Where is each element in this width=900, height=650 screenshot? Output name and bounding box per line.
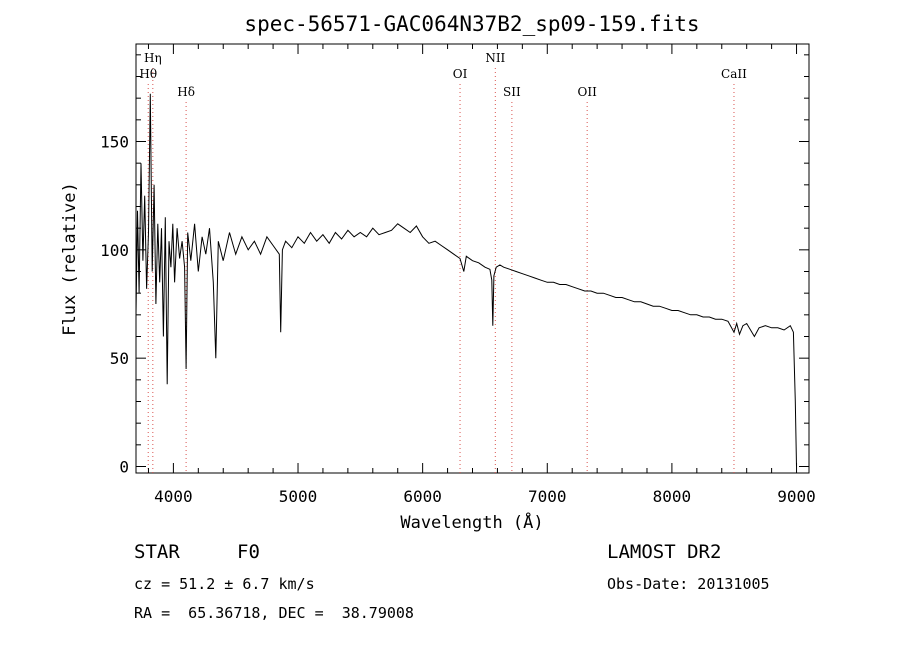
spectral-line-label: OII: [577, 85, 597, 99]
x-tick-label: 8000: [653, 487, 692, 506]
x-tick-label: 5000: [279, 487, 318, 506]
plot-frame: [135, 43, 810, 474]
x-axis-label: Wavelength (Å): [400, 511, 543, 533]
observation-date: Obs-Date: 20131005: [607, 575, 770, 593]
x-tick-label: 4000: [154, 487, 193, 506]
axis-ticks: 4000 5000 6000 7000 8000 9000 0 50 100 150: [100, 44, 816, 506]
spectral-subclass: F0: [237, 541, 260, 563]
coordinates: RA = 65.36718, DEC = 38.79008: [134, 604, 414, 622]
chart-title: spec-56571-GAC064N37B2_sp09-159.fits: [244, 12, 699, 36]
redshift-velocity: cz = 51.2 ± 6.7 km/s: [134, 575, 315, 593]
spectral-line-label: CaII: [721, 67, 747, 81]
spectral-line-label: Hδ: [177, 85, 195, 99]
survey-label: LAMOST DR2: [607, 541, 722, 563]
spectral-line-label: Hη: [144, 51, 162, 65]
x-tick-label: 6000: [403, 487, 442, 506]
spectral-line-label: Hθ: [139, 67, 157, 81]
y-tick-label: 0: [119, 458, 129, 477]
object-type: STAR: [134, 541, 180, 563]
y-tick-label: 50: [110, 349, 129, 368]
x-tick-label: 9000: [777, 487, 816, 506]
spectral-line-label: SII: [503, 85, 521, 99]
spectral-line-markers: Hη Hθ Hδ OI NII SII OII CaII: [139, 51, 747, 473]
y-tick-label: 150: [100, 133, 129, 152]
y-tick-label: 100: [100, 241, 129, 260]
spectrum-line: [135, 93, 797, 467]
y-axis-label: Flux (relative): [60, 182, 80, 336]
spectral-line-label: OI: [453, 67, 468, 81]
spectral-line-label: NII: [485, 51, 505, 65]
x-tick-label: 7000: [528, 487, 567, 506]
